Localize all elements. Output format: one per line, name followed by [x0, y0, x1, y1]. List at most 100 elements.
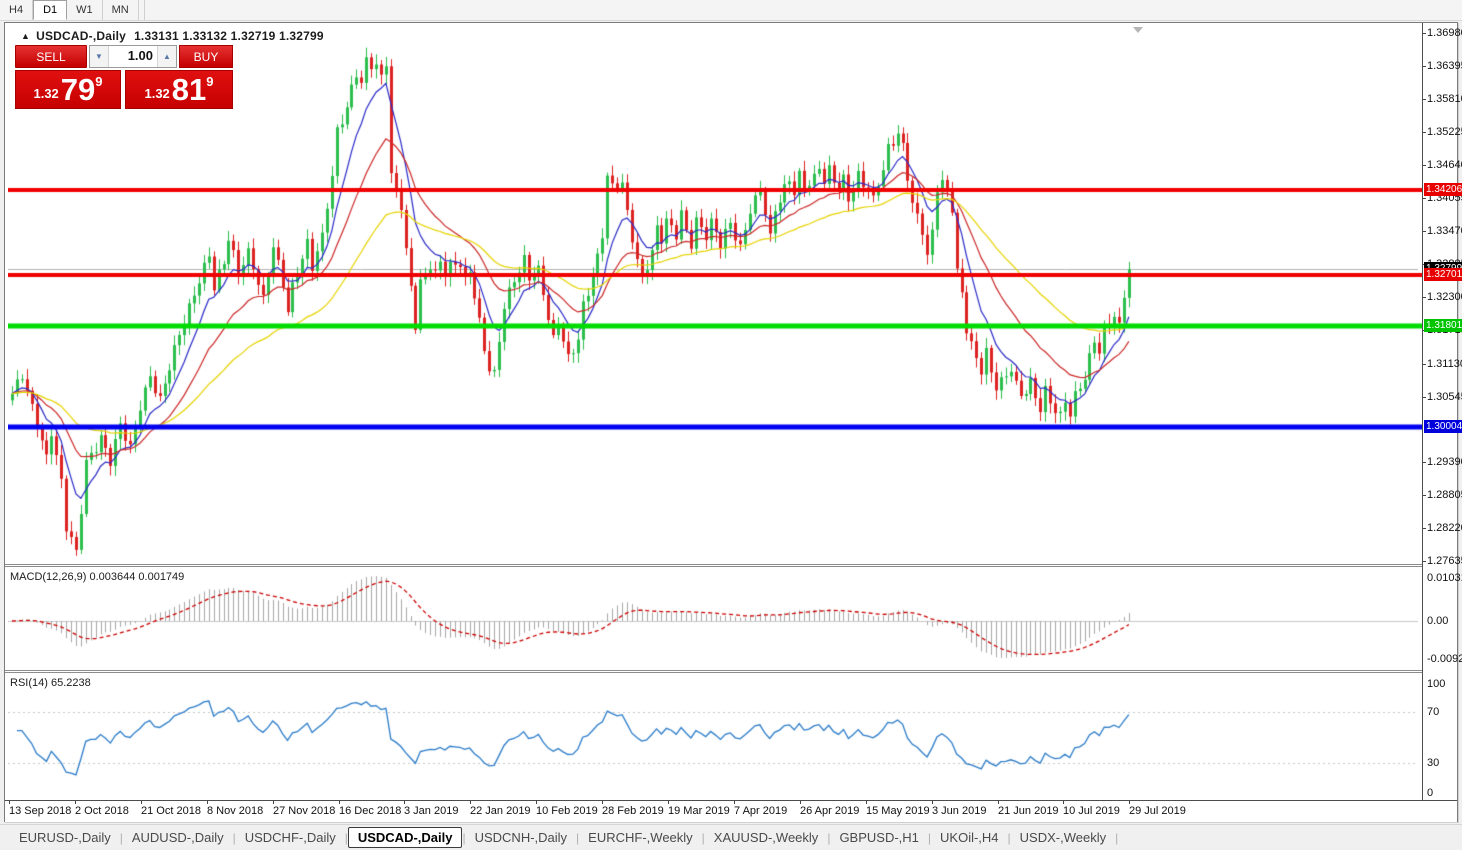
macd-panel-canvas[interactable] [8, 568, 1422, 670]
symbol-tab-eurusd[interactable]: EURUSD-,Daily [19, 830, 111, 845]
rsi-axis-label: 30 [1427, 757, 1440, 769]
price-tick-label: 1.35225 [1427, 126, 1462, 138]
price-level-label: 1.34206 [1424, 183, 1462, 196]
price-tick-label: 1.35810 [1427, 93, 1462, 105]
price-tick-label: 1.30545 [1427, 391, 1462, 403]
price-axis-border [1422, 23, 1423, 800]
symbol-tab-eurchf[interactable]: EURCHF-,Weekly [588, 830, 693, 845]
date-tick-label: 19 Mar 2019 [668, 805, 730, 817]
volume-input[interactable]: 1.00 [127, 48, 153, 63]
price-tick-label: 1.34640 [1427, 159, 1462, 171]
price-tick-mark [1423, 132, 1426, 133]
pane-splitter-rsi[interactable] [5, 670, 1457, 673]
date-tick-label: 10 Jul 2019 [1063, 805, 1120, 817]
price-tick-label: 1.29390 [1427, 456, 1462, 468]
date-tick-label: 27 Nov 2018 [273, 805, 336, 817]
symbol-tab-gbpusd[interactable]: GBPUSD-,H1 [839, 830, 919, 845]
price-tick-label: 1.36395 [1427, 60, 1462, 72]
symbol-tab-xauusd[interactable]: XAUUSD-,Weekly [713, 830, 819, 845]
timeframe-tab-w1[interactable]: W1 [67, 0, 103, 20]
date-tick-mark [602, 801, 603, 804]
date-tick-label: 29 Jul 2019 [1129, 805, 1186, 817]
symbol-tab-audusd[interactable]: AUDUSD-,Daily [131, 830, 224, 845]
macd-axis-label: 0.010311 [1427, 572, 1462, 584]
one-click-trading-panel: SELL ▼ 1.00 ▲ BUY 1.32 79 9 1.32 81 9 [15, 45, 233, 109]
price-axis[interactable]: 1.369801.363951.358101.352251.346401.340… [1423, 23, 1462, 800]
date-tick-mark [932, 801, 933, 804]
symbol-tab-usdcnh[interactable]: USDCNH-,Daily [474, 830, 568, 845]
price-tick-mark [1423, 528, 1426, 529]
date-tick-mark [1063, 801, 1064, 804]
symbol-tab-usdcad[interactable]: USDCAD-,Daily [347, 827, 463, 848]
sell-price-pip: 9 [95, 74, 103, 89]
timeframe-toolbar: H4 D1 W1 MN [0, 0, 1462, 21]
volume-increase-button[interactable]: ▲ [157, 46, 176, 67]
date-tick-label: 26 Apr 2019 [800, 805, 860, 817]
sell-quote-button[interactable]: 1.32 79 9 [15, 70, 121, 109]
price-tick-mark [1423, 99, 1426, 100]
collapse-triangle-icon[interactable]: ▲ [21, 31, 31, 41]
macd-axis-label: 0.00 [1427, 615, 1449, 627]
date-tick-mark [1129, 801, 1130, 804]
rsi-panel-canvas[interactable] [8, 674, 1422, 800]
price-tick-mark [1423, 397, 1426, 398]
price-tick-mark [1423, 297, 1426, 298]
tab-separator: | [1115, 830, 1119, 845]
buy-price-prefix: 1.32 [144, 86, 170, 101]
date-tick-mark [470, 801, 471, 804]
tab-separator: | [927, 830, 932, 845]
pane-splitter-macd[interactable] [5, 564, 1457, 567]
buy-price-pip: 9 [206, 74, 214, 89]
price-tick-label: 1.27635 [1427, 555, 1462, 567]
price-tick-mark [1423, 364, 1426, 365]
sell-button[interactable]: SELL [15, 45, 87, 68]
macd-label: MACD(12,26,9) 0.003644 0.001749 [10, 571, 185, 583]
chart-title: ▲ USDCAD-,Daily 1.33131 1.33132 1.32719 1.… [21, 29, 324, 43]
timeframe-tab-h4[interactable]: H4 [0, 0, 34, 20]
sell-price-prefix: 1.32 [33, 86, 59, 101]
date-tick-mark [339, 801, 340, 804]
date-axis[interactable]: 13 Sep 2018 2 Oct 2018 21 Oct 2018 8 Nov 20… [5, 801, 1457, 822]
date-tick-label: 13 Sep 2018 [9, 805, 72, 817]
buy-quote-button[interactable]: 1.32 81 9 [125, 70, 233, 109]
price-tick-label: 1.33470 [1427, 225, 1462, 237]
buy-button[interactable]: BUY [179, 45, 233, 68]
ohlc-values: 1.33131 1.33132 1.32719 1.32799 [134, 29, 324, 43]
tab-separator: | [462, 830, 466, 845]
main-chart-canvas[interactable] [8, 26, 1422, 564]
date-tick-mark [207, 801, 208, 804]
chart-symbol-label: USDCAD-,Daily [36, 29, 127, 43]
price-tick-label: 1.36980 [1427, 27, 1462, 39]
date-tick-mark [273, 801, 274, 804]
date-tick-label: 3 Jan 2019 [404, 805, 459, 817]
symbol-tab-ukoil[interactable]: UKOil-,H4 [940, 830, 999, 845]
tab-separator: | [232, 830, 236, 845]
rsi-label: RSI(14) 65.2238 [10, 677, 91, 689]
date-tick-label: 28 Feb 2019 [602, 805, 664, 817]
timeframe-tab-d1[interactable]: D1 [33, 0, 68, 20]
timeframe-tab-mn[interactable]: MN [103, 0, 139, 20]
price-tick-mark [1423, 462, 1426, 463]
symbol-tab-bar: EURUSD-,Daily | AUDUSD-,Daily | USDCHF-,Dail… [0, 824, 1462, 850]
date-tick-mark [536, 801, 537, 804]
date-tick-label: 7 Apr 2019 [734, 805, 788, 817]
date-tick-label: 21 Jun 2019 [998, 805, 1059, 817]
price-tick-mark [1423, 495, 1426, 496]
rsi-axis-label: 0 [1427, 787, 1434, 799]
date-tick-mark [668, 801, 669, 804]
tab-separator: | [827, 830, 831, 845]
price-tick-label: 1.31130 [1427, 358, 1462, 370]
date-tick-mark [998, 801, 999, 804]
date-tick-mark [404, 801, 405, 804]
symbol-tab-usdchf[interactable]: USDCHF-,Daily [244, 830, 336, 845]
chart-shift-marker-icon[interactable] [1133, 27, 1143, 33]
price-level-label: 1.31801 [1424, 319, 1462, 332]
toolbar-divider [139, 0, 145, 20]
macd-axis-label: -0.009203 [1427, 653, 1462, 665]
symbol-tab-usdx[interactable]: USDX-,Weekly [1019, 830, 1107, 845]
date-tick-mark [141, 801, 142, 804]
date-axis-border [5, 800, 1457, 801]
date-tick-label: 16 Dec 2018 [339, 805, 402, 817]
volume-decrease-button[interactable]: ▼ [90, 46, 109, 67]
price-tick-label: 1.28220 [1427, 522, 1462, 534]
